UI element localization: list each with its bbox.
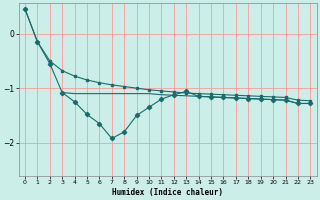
- X-axis label: Humidex (Indice chaleur): Humidex (Indice chaleur): [112, 188, 223, 197]
